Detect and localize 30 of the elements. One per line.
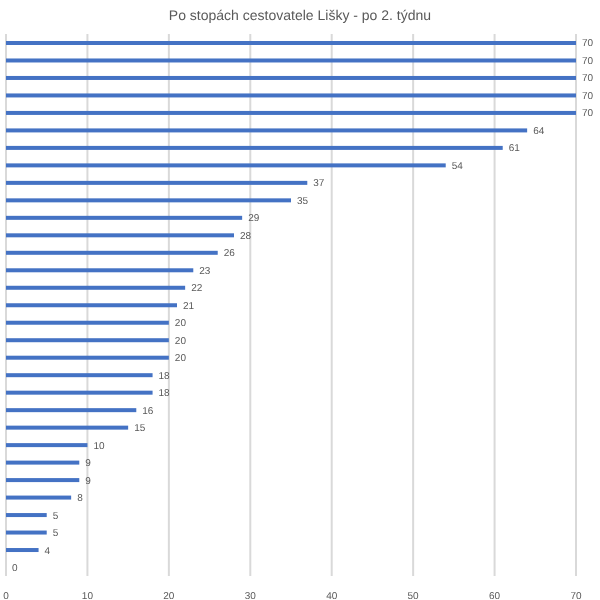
bar [6,180,308,185]
bar [6,268,194,273]
bar [6,355,169,360]
bar [6,373,153,378]
bar [6,513,47,518]
bar [6,495,72,500]
bar [6,478,80,483]
bar [6,145,503,150]
bar [6,285,186,290]
bar [6,75,576,80]
bar [6,303,177,308]
bar [6,110,576,115]
bar [6,215,243,220]
bar [6,408,137,413]
bar [6,163,446,168]
bar [6,233,234,238]
bar [6,58,576,63]
bar [6,548,39,553]
bar [6,425,129,430]
bar [6,40,576,45]
bar [6,93,576,98]
bar [6,250,218,255]
bar [6,460,80,465]
bar [6,198,291,203]
bar [6,443,88,448]
bar [6,320,169,325]
bar [6,338,169,343]
bar [6,128,528,133]
bar [6,390,153,395]
bar [6,530,47,535]
